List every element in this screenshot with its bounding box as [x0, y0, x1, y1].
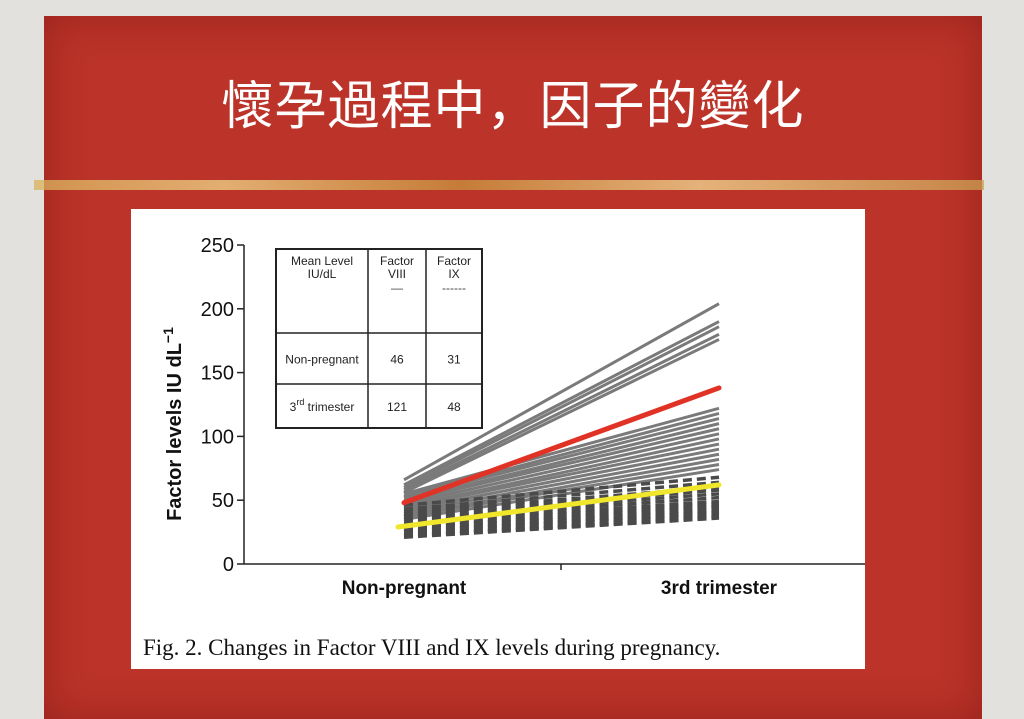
table-cell-value: 46	[390, 353, 404, 367]
table-header-text: VIII	[388, 267, 406, 281]
figure-caption: Fig. 2. Changes in Factor VIII and IX le…	[143, 635, 720, 660]
y-axis-title: Factor levels IU dL−1	[160, 327, 186, 521]
table-row-label: Non-pregnant	[285, 353, 359, 367]
table-border	[275, 248, 483, 429]
table-header-text: IU/dL	[308, 267, 337, 281]
factor9-individual-line	[403, 488, 720, 516]
y-tick-label: 0	[223, 554, 234, 576]
factor8-individual-line	[403, 332, 720, 492]
table-header-text: Factor	[437, 254, 471, 268]
table-header-text: Mean Level	[291, 254, 353, 268]
factor9-individual-line	[403, 495, 720, 522]
y-tick-label: 50	[212, 490, 234, 512]
factor8-individual-line	[403, 442, 720, 510]
mean-lines	[395, 385, 722, 530]
table-row-label: 3rd trimester	[290, 397, 355, 414]
factor9-annotation: 第九因子	[747, 479, 815, 499]
axis-ticks: 0 50 100 150 200 250 Non-pregnant 3rd trimester…	[160, 235, 778, 599]
factor8-individual-line	[403, 320, 720, 487]
table-header-text: Factor	[380, 254, 414, 268]
factor9-individual-line	[403, 475, 720, 508]
factor9-individual-line	[403, 511, 720, 534]
y-tick-label: 150	[201, 363, 234, 385]
factor9-individual-line	[403, 507, 720, 531]
x-category-label: Non-pregnant	[342, 578, 467, 599]
table-cell-value: 48	[447, 400, 461, 414]
factor8-individual-line	[403, 338, 720, 494]
factor9-mean-line	[395, 482, 722, 530]
factor8-individual-line	[403, 427, 720, 503]
y-tick-label: 200	[201, 299, 234, 321]
factor9-individual-line	[403, 502, 720, 527]
factor8-individual-line	[403, 447, 720, 512]
factor-levels-chart: 0 50 100 150 200 250 Non-pregnant 3rd trimester…	[143, 235, 865, 660]
factor9-individual-line	[403, 499, 720, 524]
factor9-individual-line	[403, 485, 720, 514]
factor8-annotation: 第八因子	[747, 377, 815, 397]
table-header-text: IX	[448, 267, 459, 281]
factor8-individual-line	[403, 422, 720, 502]
factor8-individual-line	[403, 452, 720, 515]
table-cell-value: 121	[387, 400, 407, 414]
factor8-individual-line	[403, 406, 720, 496]
gold-divider	[34, 180, 984, 190]
figure-panel: 0 50 100 150 200 250 Non-pregnant 3rd trimester…	[131, 209, 865, 669]
factor8-individual-line	[403, 432, 720, 506]
x-category-label: 3rd trimester	[661, 578, 778, 599]
factor9-individual-line	[403, 480, 720, 511]
factor8-individual-line	[403, 437, 720, 509]
factor9-individual-line	[403, 516, 720, 539]
y-tick-label: 100	[201, 426, 234, 448]
factor8-legend-mark: —	[391, 281, 403, 295]
table-cell-value: 31	[447, 353, 461, 367]
factor9-legend-mark: ------	[442, 281, 466, 295]
y-tick-label: 250	[201, 235, 234, 257]
slide-title: 懷孕過程中，因子的變化	[221, 77, 805, 137]
factor8-individual-line	[403, 325, 720, 489]
factor8-mean-line	[401, 385, 722, 506]
factor8-individual-line	[403, 457, 720, 517]
factor8-individual-line	[403, 302, 720, 482]
factor9-individual-line	[403, 504, 720, 529]
